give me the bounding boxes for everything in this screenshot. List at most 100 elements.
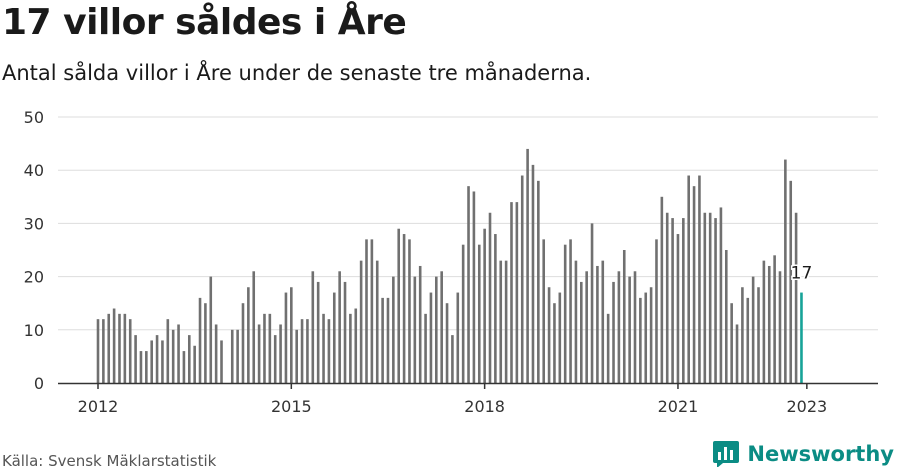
x-tick-label: 2023 bbox=[786, 397, 827, 416]
bar bbox=[735, 324, 739, 383]
bar bbox=[483, 228, 486, 383]
bar bbox=[692, 186, 696, 383]
bar bbox=[461, 244, 465, 383]
bar bbox=[408, 239, 411, 383]
bar bbox=[708, 212, 712, 383]
bar bbox=[263, 313, 266, 383]
bar bbox=[773, 255, 776, 383]
bar bbox=[247, 287, 250, 383]
bar bbox=[332, 292, 336, 383]
bar bbox=[290, 287, 293, 383]
bar bbox=[204, 303, 207, 383]
bar bbox=[574, 260, 578, 383]
bar bbox=[220, 340, 223, 383]
bar bbox=[397, 228, 401, 383]
bar bbox=[284, 292, 288, 383]
x-tick-label: 2018 bbox=[464, 397, 505, 416]
bar bbox=[800, 292, 803, 383]
bar bbox=[177, 324, 180, 383]
bar bbox=[316, 281, 320, 383]
bar bbox=[757, 287, 760, 383]
bar bbox=[112, 308, 116, 383]
bar bbox=[386, 297, 390, 383]
bar bbox=[354, 308, 358, 383]
bar bbox=[311, 271, 315, 383]
bar bbox=[413, 276, 417, 383]
y-tick-label: 0 bbox=[34, 374, 44, 393]
x-tick-label: 2012 bbox=[78, 397, 119, 416]
bar bbox=[257, 324, 261, 383]
bar bbox=[596, 265, 599, 383]
bar bbox=[751, 276, 755, 383]
bar bbox=[209, 276, 213, 383]
bar bbox=[279, 324, 282, 383]
bar bbox=[381, 297, 384, 383]
y-tick-label: 20 bbox=[24, 268, 44, 287]
bar bbox=[402, 234, 406, 383]
bar bbox=[102, 319, 105, 383]
bar bbox=[778, 271, 782, 383]
bar-chart: 0 10 20 30 40 50 2012 2015 2018 2021 2023 17 bbox=[24, 108, 878, 416]
bar bbox=[295, 329, 298, 383]
bar bbox=[451, 335, 454, 383]
bar bbox=[703, 212, 707, 383]
bar bbox=[617, 271, 621, 383]
bar bbox=[488, 212, 492, 383]
bar bbox=[435, 276, 438, 383]
chart-title: 17 villor såldes i Åre bbox=[2, 2, 407, 43]
bar bbox=[580, 281, 583, 383]
bar bbox=[343, 281, 347, 383]
bar bbox=[628, 276, 631, 383]
bar bbox=[445, 303, 449, 383]
bar bbox=[660, 196, 664, 383]
bar bbox=[214, 324, 218, 383]
bar bbox=[456, 292, 460, 383]
bar bbox=[440, 271, 443, 383]
bar bbox=[612, 281, 615, 383]
bar bbox=[644, 292, 648, 383]
bar bbox=[365, 239, 368, 383]
bar bbox=[198, 297, 202, 383]
bar bbox=[698, 175, 701, 383]
bar bbox=[300, 319, 304, 383]
bar bbox=[252, 271, 256, 383]
data-label-latest: 17 bbox=[791, 264, 813, 284]
bar bbox=[676, 234, 680, 383]
bar bbox=[714, 218, 717, 383]
bar bbox=[537, 180, 540, 383]
bar bbox=[230, 329, 234, 383]
bar bbox=[467, 186, 470, 383]
y-tick-label: 30 bbox=[24, 214, 44, 233]
x-tick-label: 2021 bbox=[658, 397, 699, 416]
bar bbox=[515, 202, 519, 383]
bar bbox=[553, 303, 556, 383]
bar bbox=[590, 223, 594, 383]
bar bbox=[520, 175, 524, 383]
bar bbox=[128, 319, 132, 383]
y-tick-label: 10 bbox=[24, 321, 44, 340]
bar bbox=[719, 207, 723, 383]
bar bbox=[96, 319, 100, 383]
bar bbox=[601, 260, 605, 383]
y-tick-label: 50 bbox=[24, 108, 44, 127]
bar bbox=[161, 340, 164, 383]
bar bbox=[671, 218, 674, 383]
bar bbox=[606, 313, 610, 383]
brand-logo: Newsworthy bbox=[713, 441, 894, 467]
bar bbox=[558, 292, 562, 383]
bar bbox=[730, 303, 733, 383]
bar bbox=[746, 297, 750, 383]
bar bbox=[166, 319, 170, 383]
bar bbox=[349, 313, 352, 383]
newsworthy-logo-icon bbox=[713, 441, 740, 467]
bar bbox=[370, 239, 374, 383]
bar bbox=[510, 202, 513, 383]
bar bbox=[429, 292, 433, 383]
bar bbox=[682, 218, 685, 383]
bar bbox=[789, 180, 793, 383]
bar bbox=[338, 271, 341, 383]
bar bbox=[155, 335, 159, 383]
bar bbox=[563, 244, 567, 383]
bar bbox=[622, 250, 626, 383]
bar bbox=[494, 234, 497, 383]
